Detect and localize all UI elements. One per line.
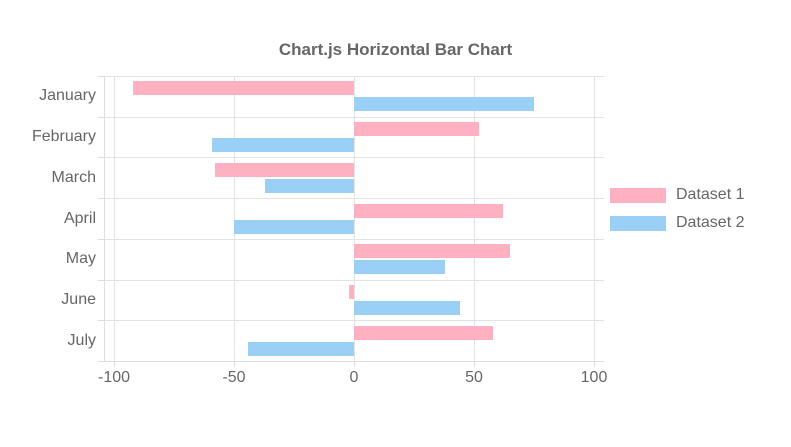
x-axis-tick-label: 0 [349, 369, 359, 386]
y-axis-label-july: July [67, 331, 96, 349]
legend-color-box [610, 187, 666, 203]
x-axis-tick-mark [354, 361, 355, 367]
y-axis-label-march: March [51, 168, 96, 186]
bar-dataset1-june[interactable] [349, 284, 354, 299]
gridline-vertical [354, 76, 355, 361]
y-axis-tick-mark [98, 280, 104, 281]
y-axis-tick-mark [98, 157, 104, 158]
gridline-vertical [234, 76, 235, 361]
y-axis-label-april: April [63, 209, 96, 227]
y-axis-tick-mark [98, 198, 104, 199]
gridline-vertical [114, 76, 115, 361]
bar-dataset2-january[interactable] [354, 97, 534, 112]
x-axis-tick-mark [474, 361, 475, 367]
bar-dataset1-march[interactable] [214, 162, 354, 177]
bar-dataset2-july[interactable] [248, 341, 354, 356]
bar-dataset2-april[interactable] [234, 219, 354, 234]
gridline-vertical [594, 76, 595, 361]
y-axis-tick-mark [98, 117, 104, 118]
x-axis-tick-mark [594, 361, 595, 367]
legend-label: Dataset 2 [676, 214, 745, 231]
bar-dataset2-june[interactable] [354, 300, 460, 315]
x-axis-tick-mark [234, 361, 235, 367]
y-axis-tick-mark [98, 320, 104, 321]
y-axis-tick-mark [98, 361, 104, 362]
bar-dataset2-february[interactable] [212, 138, 354, 153]
legend-label: Dataset 1 [676, 186, 745, 203]
y-axis-label-january: January [39, 87, 96, 105]
y-axis-label-may: May [65, 250, 96, 268]
bar-dataset2-may[interactable] [354, 260, 446, 275]
x-axis-tick-label: -50 [222, 369, 246, 386]
x-axis-tick-mark [114, 361, 115, 367]
bar-dataset1-may[interactable] [354, 244, 510, 259]
chart-title: Chart.js Horizontal Bar Chart [278, 40, 513, 59]
y-axis-border [104, 76, 105, 362]
bar-dataset1-july[interactable] [354, 325, 494, 340]
bar-dataset1-april[interactable] [354, 203, 503, 218]
y-axis-tick-mark [98, 239, 104, 240]
y-axis-label-june: June [61, 290, 96, 308]
bar-dataset1-february[interactable] [354, 122, 479, 137]
bar-dataset1-january[interactable] [133, 81, 354, 96]
x-axis-tick-label: 100 [580, 369, 608, 386]
y-axis-label-february: February [31, 128, 96, 146]
bar-dataset2-march[interactable] [265, 178, 354, 193]
legend-color-box [610, 215, 666, 231]
legend-item-dataset1[interactable]: Dataset 1 [610, 181, 744, 209]
x-axis-tick-label: -100 [97, 369, 131, 386]
gridline-vertical [474, 76, 475, 361]
legend: Dataset 1 Dataset 2 [610, 181, 744, 237]
y-axis-tick-mark [98, 76, 104, 77]
legend-item-dataset2[interactable]: Dataset 2 [610, 209, 744, 237]
x-axis-tick-label: 50 [465, 369, 483, 386]
